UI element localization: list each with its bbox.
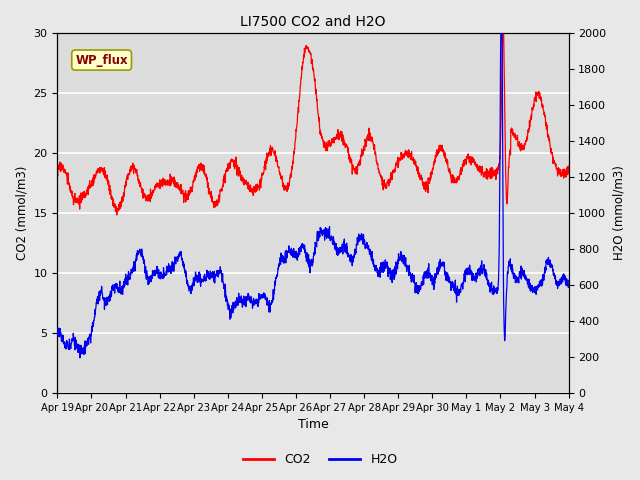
Legend: CO2, H2O: CO2, H2O: [237, 448, 403, 471]
Title: LI7500 CO2 and H2O: LI7500 CO2 and H2O: [240, 15, 386, 29]
Y-axis label: CO2 (mmol/m3): CO2 (mmol/m3): [15, 166, 28, 260]
Y-axis label: H2O (mmol/m3): H2O (mmol/m3): [612, 166, 625, 261]
X-axis label: Time: Time: [298, 419, 328, 432]
Text: WP_flux: WP_flux: [76, 54, 128, 67]
